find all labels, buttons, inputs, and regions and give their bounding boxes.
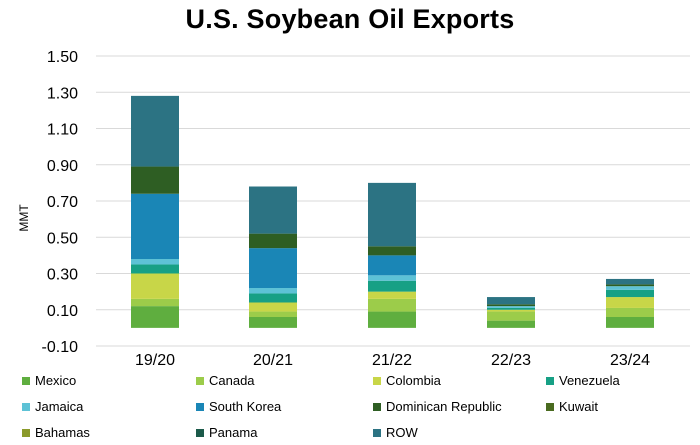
y-tick-label: 1.50	[47, 49, 78, 66]
bar-segment-mexico	[249, 317, 297, 328]
y-axis-tick-labels: 1.50 1.30 1.10 0.90 0.70 0.50 0.30 0.10 -0.10	[42, 49, 79, 356]
bar-segment-mexico	[606, 317, 654, 328]
y-tick-label: 0.70	[47, 194, 78, 211]
bar-segment-jamaica	[131, 259, 179, 265]
bar-segment-colombia	[368, 291, 416, 299]
bars	[131, 95, 654, 328]
x-tick-label: 19/20	[135, 352, 175, 369]
bar-segment-dominican-republic	[249, 233, 297, 249]
bar-segment-south-korea	[131, 193, 179, 259]
bar-segment-venezuela	[131, 264, 179, 274]
bar-segment-venezuela	[606, 289, 654, 298]
bar-segment-colombia	[606, 297, 654, 308]
bar-segment-jamaica	[606, 286, 654, 290]
y-tick-label: 0.10	[47, 303, 78, 320]
x-tick-label: 23/24	[610, 352, 650, 369]
bar-segment-colombia	[487, 309, 535, 312]
bar-segment-canada	[368, 298, 416, 312]
y-tick-label: 1.10	[47, 122, 78, 139]
x-tick-label: 20/21	[253, 352, 293, 369]
bar-segment-dominican-republic	[368, 246, 416, 256]
bar-segment-row	[606, 278, 654, 285]
bar-segment-dominican-republic	[131, 166, 179, 194]
bar-segment-canada	[487, 311, 535, 321]
bar-segment-venezuela	[249, 293, 297, 303]
bar-segment-mexico	[368, 311, 416, 328]
x-tick-label: 22/23	[491, 352, 531, 369]
bar-segment-mexico	[487, 320, 535, 328]
y-tick-label: 1.30	[47, 85, 78, 102]
bar-segment-dominican-republic	[606, 284, 654, 287]
x-tick-label: 21/22	[372, 352, 412, 369]
bar-segment-south-korea	[368, 255, 416, 276]
bar-segment-venezuela	[368, 280, 416, 292]
bar-segment-canada	[606, 307, 654, 317]
bar-segment-south-korea	[249, 248, 297, 288]
chart-title: U.S. Soybean Oil Exports	[185, 4, 515, 34]
y-axis-label: MMT	[17, 204, 31, 232]
bar-segment-mexico	[131, 306, 179, 328]
bar-segment-colombia	[131, 273, 179, 299]
y-tick-label: 0.50	[47, 230, 78, 247]
bar-segment-colombia	[249, 302, 297, 312]
y-tick-label: 0.30	[47, 267, 78, 284]
bar-segment-jamaica	[368, 275, 416, 281]
bar-segment-canada	[249, 311, 297, 317]
bar-segment-row	[131, 95, 179, 167]
bar-segment-jamaica	[249, 288, 297, 294]
bar-segment-row	[368, 182, 416, 247]
x-axis-tick-labels: 19/20 20/21 21/22 22/23 23/24	[135, 352, 650, 369]
y-tick-label: 0.90	[47, 158, 78, 175]
bar-segment-jamaica	[487, 306, 535, 308]
y-tick-label: -0.10	[42, 339, 79, 356]
bar-segment-row	[487, 297, 535, 305]
bar-segment-canada	[131, 298, 179, 307]
bar-segment-dominican-republic	[487, 304, 535, 307]
bar-segment-venezuela	[487, 307, 535, 310]
bar-segment-row	[249, 186, 297, 234]
